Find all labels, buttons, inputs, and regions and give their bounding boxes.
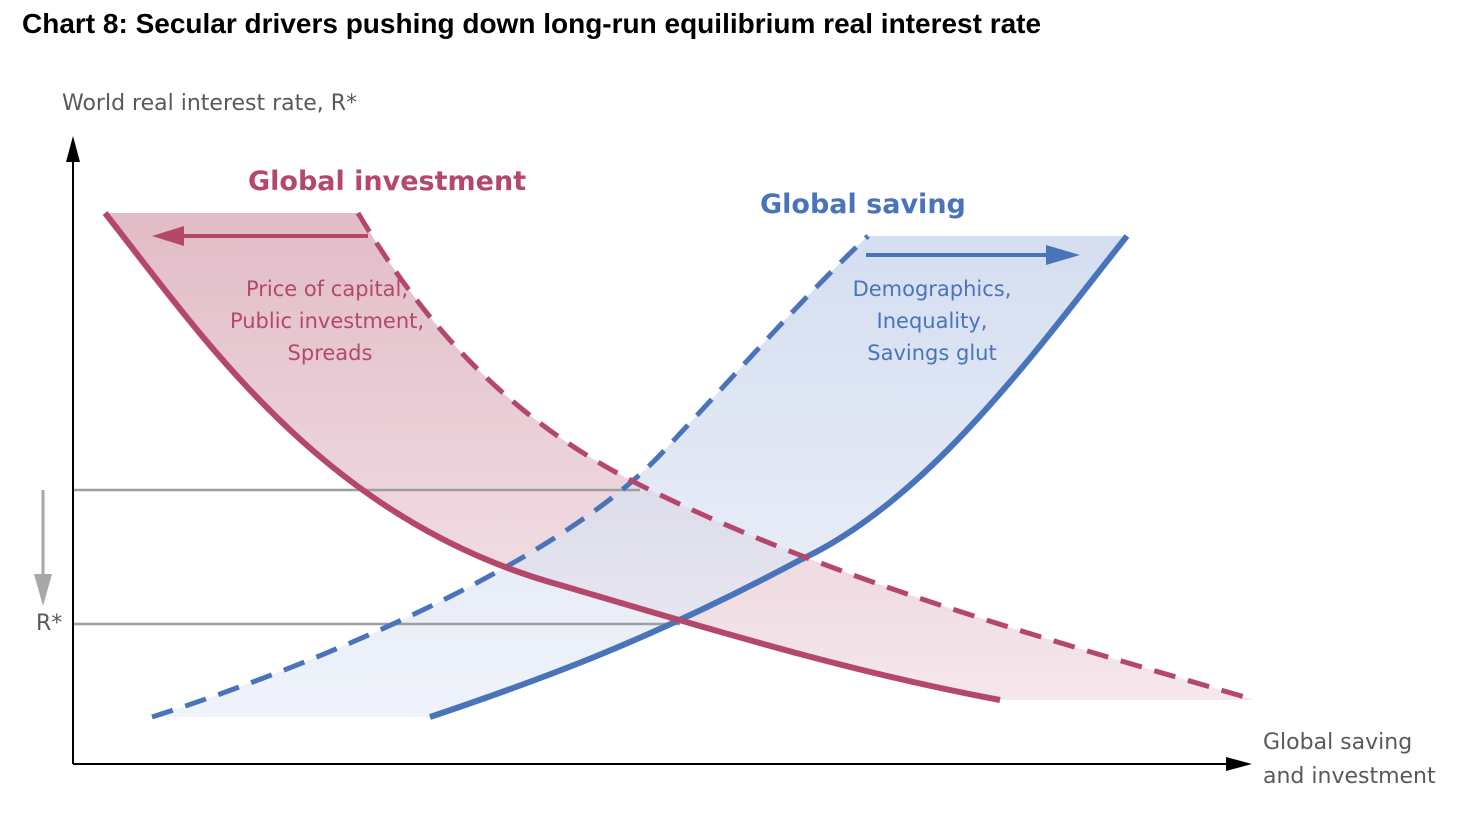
saving-driver-2: Inequality, <box>877 309 988 333</box>
investment-curve-initial <box>355 211 1256 703</box>
investment-driver-1: Price of capital, <box>246 277 408 301</box>
investment-shift-area <box>105 213 1255 700</box>
x-axis-label-line-2: and investment <box>1263 764 1436 789</box>
saving-driver-3: Savings glut <box>867 341 996 365</box>
investment-shift-arrow <box>152 226 368 246</box>
investment-driver-3: Spreads <box>288 341 373 365</box>
investment-heading: Global investment <box>248 166 526 197</box>
saving-driver-1: Demographics, <box>853 277 1012 301</box>
saving-heading: Global saving <box>760 189 966 220</box>
saving-shift-arrow <box>866 245 1080 265</box>
rstar-tick-label: R* <box>36 611 62 636</box>
investment-driver-2: Public investment, <box>230 309 424 333</box>
x-axis-label-line-1: Global saving <box>1263 730 1412 755</box>
x-axis <box>73 757 1252 771</box>
chart-title: Chart 8: Secular drivers pushing down lo… <box>22 8 1042 39</box>
saving-curve-initial <box>151 234 870 720</box>
saving-curve-shifted <box>429 234 1130 720</box>
y-axis <box>66 136 80 764</box>
investment-curve-shifted <box>102 211 1001 703</box>
y-axis-label: World real interest rate, R* <box>62 91 357 116</box>
rate-decline-arrow <box>34 490 52 606</box>
